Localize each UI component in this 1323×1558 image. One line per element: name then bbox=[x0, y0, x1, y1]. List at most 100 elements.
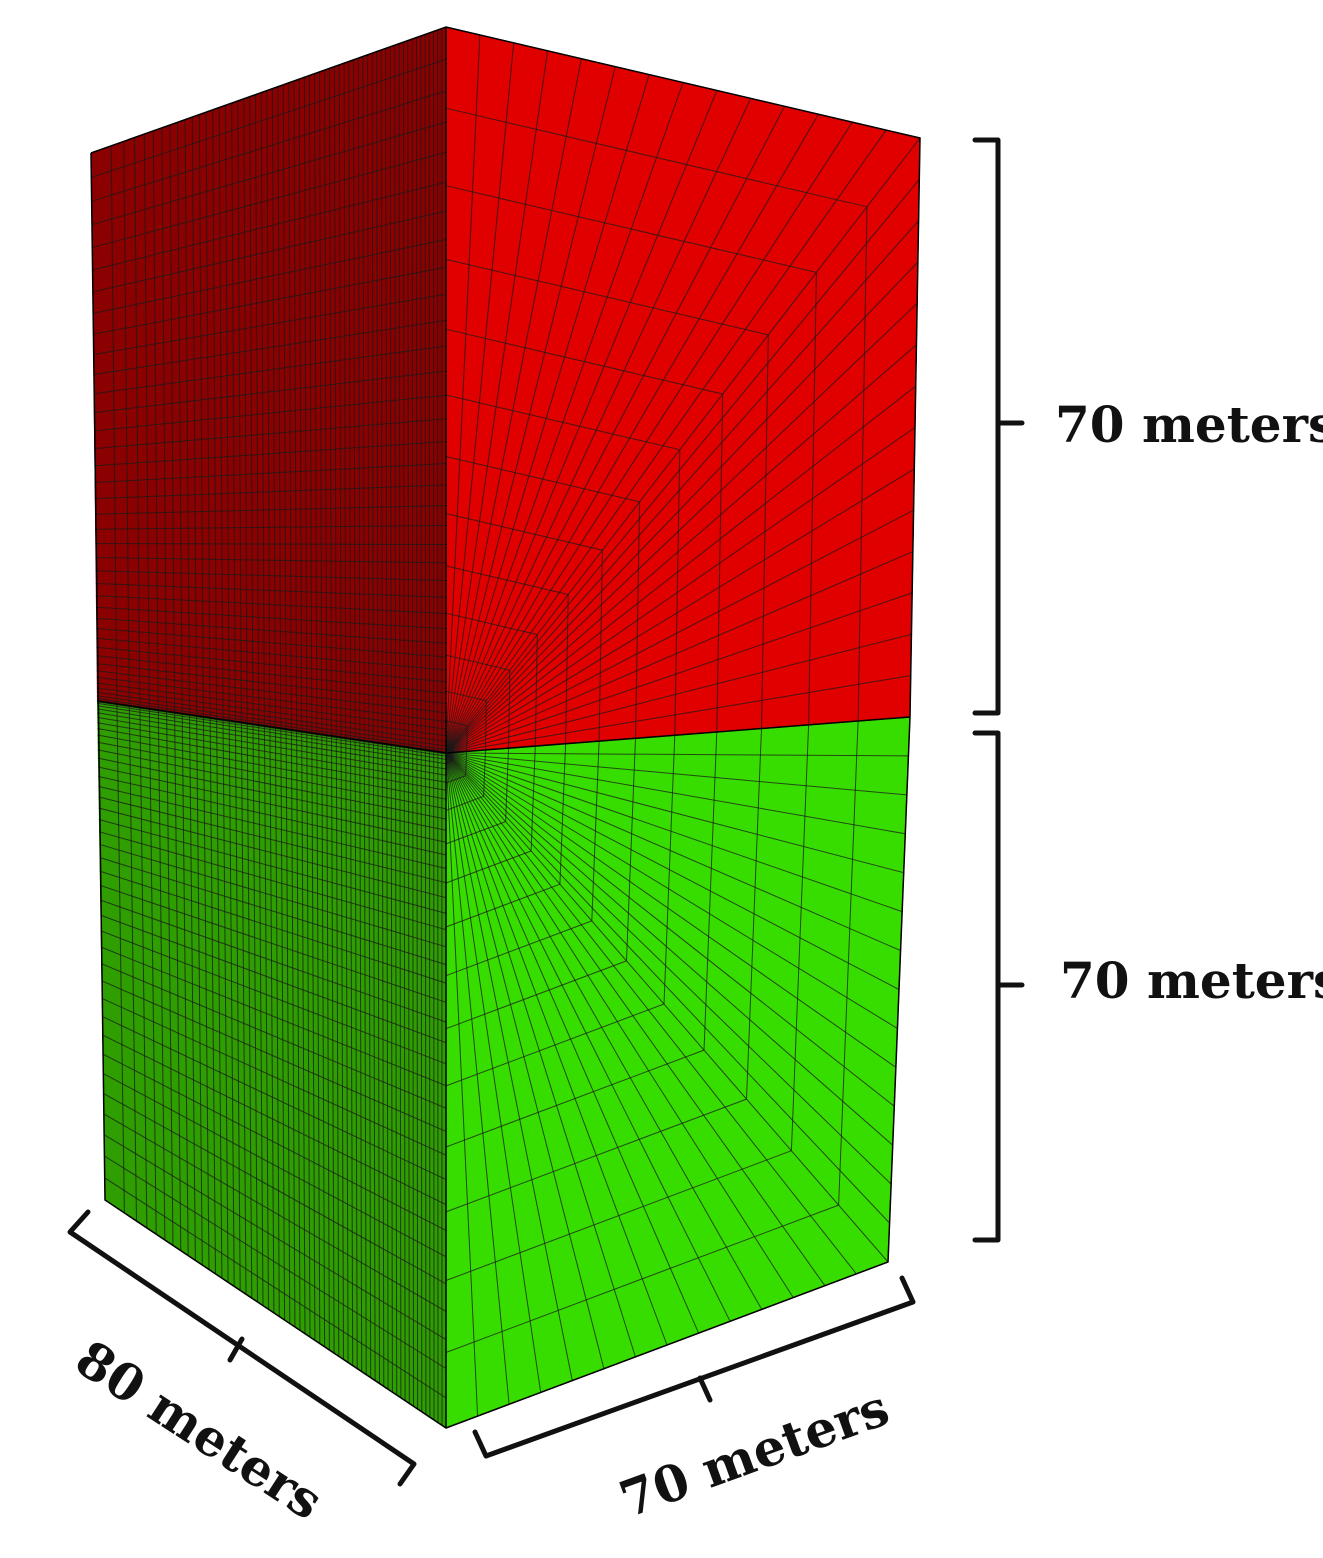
upper-right-mesh-radial-line bbox=[445, 261, 919, 754]
upper-left-mesh-horizontal-line bbox=[96, 646, 447, 683]
lower-left-mesh-vertical-line bbox=[209, 717, 216, 1274]
upper-left-mesh-vertical-line bbox=[303, 77, 308, 733]
upper-left-mesh-horizontal-line bbox=[91, 151, 447, 249]
upper-right-mesh-radial-line bbox=[445, 303, 918, 754]
upper-left-mesh-horizontal-line bbox=[94, 505, 447, 515]
lower-right-mesh-radial-line bbox=[445, 752, 889, 1263]
upper-left-mesh-vertical-line bbox=[169, 124, 176, 713]
lower-left-mesh-vertical-line bbox=[420, 749, 423, 1412]
lower-right-mesh-radial-line bbox=[445, 752, 892, 1185]
lower-height-label: 70 meters bbox=[1060, 951, 1323, 1010]
lower-left-mesh-vertical-line bbox=[321, 734, 326, 1347]
lower-left-mesh-vertical-line bbox=[412, 747, 414, 1407]
lower-left-mesh-horizontal-line bbox=[103, 1134, 447, 1341]
dimension-brackets bbox=[67, 137, 1025, 1487]
upper-block-right-face bbox=[446, 27, 920, 753]
lower-left-mesh-vertical-line bbox=[403, 746, 406, 1401]
lower-left-mesh-vertical-line bbox=[263, 725, 269, 1310]
lower-right-mesh-radial-line bbox=[445, 752, 479, 1417]
lower-left-mesh-vertical-line bbox=[345, 738, 349, 1363]
upper-right-mesh-radial-line bbox=[445, 42, 515, 754]
lower-left-mesh-vertical-line bbox=[290, 729, 296, 1328]
lower-left-mesh-horizontal-line bbox=[100, 899, 447, 1023]
lower-left-mesh-horizontal-line bbox=[102, 1053, 447, 1231]
upper-right-mesh-band-line bbox=[485, 700, 487, 750]
lower-left-mesh-vertical-line bbox=[148, 708, 157, 1235]
upper-right-mesh-radial-line bbox=[445, 427, 916, 754]
upper-left-mesh-horizontal-line bbox=[96, 670, 447, 714]
lower-right-mesh-band-line bbox=[746, 728, 762, 1100]
upper-left-mesh-vertical-line bbox=[385, 48, 388, 745]
lower-left-mesh-vertical-line bbox=[326, 735, 330, 1351]
upper-right-mesh-band-line bbox=[445, 185, 817, 273]
lower-right-mesh-band-line bbox=[445, 1150, 792, 1281]
upper-left-mesh-horizontal-line bbox=[93, 370, 447, 414]
lower-left-mesh-horizontal-line bbox=[102, 1072, 447, 1258]
upper-left-mesh-horizontal-line bbox=[91, 121, 447, 226]
lower-right-mesh-radial-line bbox=[445, 752, 890, 1224]
lower-left-mesh-vertical-line bbox=[424, 749, 427, 1415]
upper-right-mesh-radial-line bbox=[445, 98, 752, 754]
lower-left-mesh-horizontal-line bbox=[101, 980, 447, 1132]
lower-left-mesh-horizontal-line bbox=[104, 1155, 447, 1369]
lower-left-mesh-vertical-line bbox=[377, 742, 380, 1384]
lower-left-mesh-vertical-line bbox=[174, 712, 182, 1251]
upper-right-mesh-radial-line bbox=[445, 50, 549, 754]
lower-right-mesh-band-line bbox=[465, 751, 468, 776]
upper-left-mesh-vertical-line bbox=[329, 68, 332, 736]
upper-right-mesh-band-line bbox=[857, 206, 868, 722]
lower-left-mesh-horizontal-line bbox=[103, 1113, 447, 1312]
lower-right-mesh-band-line bbox=[445, 775, 466, 784]
lower-left-mesh-horizontal-line bbox=[97, 734, 447, 800]
upper-left-mesh-vertical-line bbox=[348, 61, 351, 739]
upper-right-mesh-band-line bbox=[445, 612, 538, 636]
lower-height-bracket bbox=[972, 730, 1025, 1243]
upper-left-mesh-horizontal-line bbox=[96, 691, 447, 742]
lower-left-mesh-vertical-line bbox=[311, 732, 316, 1341]
upper-left-mesh-vertical-line bbox=[225, 105, 230, 721]
lower-right-mesh-band-line bbox=[445, 821, 506, 845]
lower-left-mesh-horizontal-line bbox=[97, 722, 447, 783]
lower-left-mesh-horizontal-line bbox=[99, 884, 447, 1003]
upper-left-mesh-vertical-line bbox=[123, 141, 130, 706]
upper-right-mesh-radial-line bbox=[445, 179, 920, 754]
lower-left-mesh-vertical-line bbox=[416, 748, 419, 1410]
lower-right-mesh-band-line bbox=[626, 738, 636, 961]
lower-left-mesh-horizontal-line bbox=[97, 705, 447, 760]
upper-left-mesh-vertical-line bbox=[260, 92, 265, 726]
upper-left-mesh-vertical-line bbox=[198, 114, 204, 717]
lower-left-mesh-horizontal-line bbox=[99, 870, 447, 984]
lower-right-mesh-radial-line bbox=[445, 752, 907, 796]
lower-left-mesh-vertical-line bbox=[316, 733, 321, 1344]
lower-right-mesh-radial-line bbox=[445, 752, 904, 874]
lower-left-mesh-vertical-line bbox=[301, 731, 306, 1334]
upper-left-mesh-horizontal-line bbox=[96, 663, 447, 704]
upper-right-mesh-band-line bbox=[445, 565, 569, 595]
lower-right-mesh-radial-line bbox=[445, 752, 857, 1275]
upper-left-mesh-vertical-line bbox=[403, 42, 405, 747]
upper-right-mesh-band-line bbox=[445, 654, 511, 671]
upper-left-mesh-vertical-line bbox=[231, 102, 236, 722]
lower-right-mesh-radial-line bbox=[445, 752, 573, 1381]
lower-left-mesh-horizontal-line bbox=[104, 1177, 447, 1399]
upper-left-mesh-vertical-line bbox=[309, 75, 313, 734]
lower-left-mesh-vertical-line bbox=[116, 703, 125, 1214]
lower-right-mesh-band-line bbox=[838, 720, 859, 1206]
upper-left-mesh-horizontal-line bbox=[93, 293, 447, 356]
upper-height-bracket bbox=[972, 137, 1025, 716]
upper-left-mesh-vertical-line bbox=[333, 66, 337, 737]
upper-left-mesh-vertical-line bbox=[416, 37, 418, 749]
lower-right-mesh-radial-line bbox=[445, 752, 900, 990]
lower-right-mesh-band-line bbox=[663, 735, 676, 1005]
upper-right-mesh-radial-line bbox=[445, 509, 914, 754]
upper-right-mesh-radial-line bbox=[445, 551, 914, 754]
lower-right-mesh-radial-line bbox=[445, 752, 898, 1029]
lower-left-mesh-horizontal-line bbox=[97, 757, 447, 831]
upper-left-mesh-horizontal-line bbox=[96, 695, 447, 747]
upper-right-mesh-band-line bbox=[635, 501, 641, 739]
upper-left-mesh-vertical-line bbox=[389, 46, 392, 745]
upper-left-mesh-horizontal-line bbox=[96, 628, 447, 658]
upper-block-outline bbox=[90, 26, 921, 718]
upper-right-mesh-band-line bbox=[761, 334, 769, 729]
lower-left-mesh-vertical-line bbox=[363, 740, 367, 1375]
